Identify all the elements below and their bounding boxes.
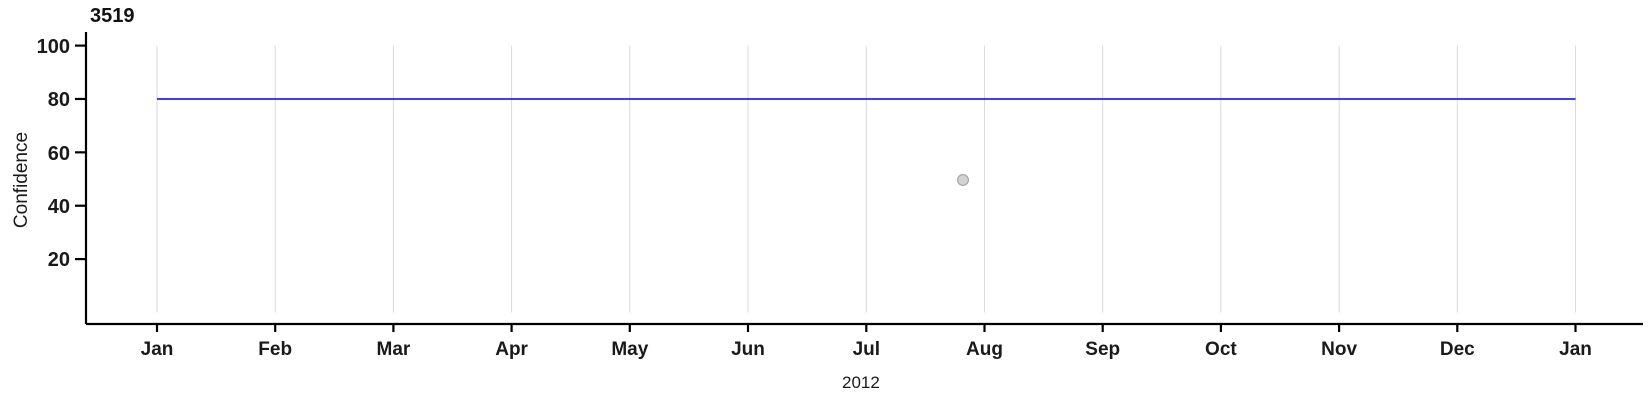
svg-text:3519: 3519	[90, 5, 135, 27]
svg-text:100: 100	[37, 36, 70, 58]
svg-text:2012: 2012	[842, 373, 880, 392]
svg-text:40: 40	[48, 196, 70, 218]
svg-text:Oct: Oct	[1205, 339, 1237, 360]
svg-text:Apr: Apr	[495, 339, 528, 360]
svg-text:Jan: Jan	[141, 339, 174, 360]
svg-text:Jun: Jun	[731, 339, 765, 360]
svg-text:60: 60	[48, 143, 70, 165]
svg-text:Sep: Sep	[1085, 339, 1120, 360]
svg-text:Jul: Jul	[853, 339, 880, 360]
svg-text:Mar: Mar	[377, 339, 411, 360]
svg-text:Aug: Aug	[966, 339, 1003, 360]
svg-text:20: 20	[48, 249, 70, 271]
svg-text:May: May	[611, 339, 648, 360]
svg-text:Feb: Feb	[258, 339, 292, 360]
svg-text:80: 80	[48, 89, 70, 111]
svg-text:Dec: Dec	[1440, 339, 1475, 360]
svg-text:Nov: Nov	[1321, 339, 1357, 360]
svg-text:Jan: Jan	[1559, 339, 1592, 360]
